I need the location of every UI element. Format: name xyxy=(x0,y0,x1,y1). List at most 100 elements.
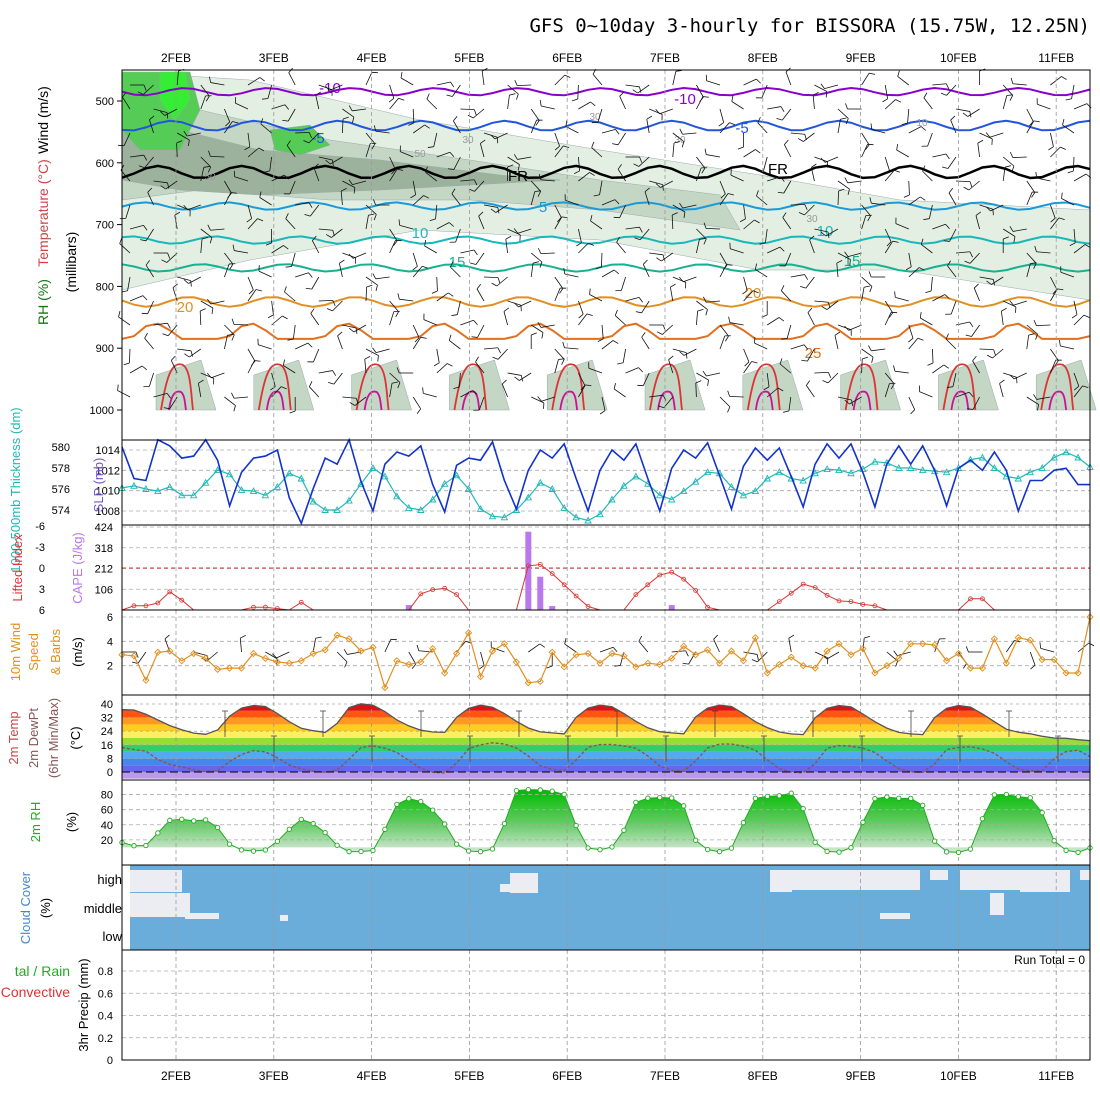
wind-barb-flag xyxy=(475,356,479,363)
rh-marker xyxy=(1027,795,1033,801)
wind-barb xyxy=(619,204,626,218)
wind-barb xyxy=(473,108,485,119)
wind-barb-flag xyxy=(867,215,871,222)
wind-barb xyxy=(766,372,770,387)
wind-barb-flag xyxy=(282,119,289,122)
wind-speed-marker xyxy=(237,664,246,672)
wind-barb-flag xyxy=(751,659,758,663)
wind-barb xyxy=(530,119,537,134)
temp-tick-label: 8 xyxy=(107,753,113,765)
wind-barb xyxy=(541,396,555,402)
wind-barb xyxy=(129,365,143,374)
wind-barb xyxy=(475,361,485,374)
wind-barb-flag xyxy=(388,98,395,103)
thickness-marker xyxy=(667,495,676,503)
wind-barb xyxy=(730,174,744,182)
wind-barb xyxy=(861,144,868,158)
wind-barb xyxy=(837,119,841,134)
wind-barb xyxy=(197,383,202,398)
wind-barb-flag xyxy=(682,662,689,665)
wind-barb-flag xyxy=(285,213,289,219)
lifted-index-marker xyxy=(418,591,424,597)
wind-barb-flag xyxy=(886,241,892,247)
wind-barb-flag xyxy=(531,332,537,336)
wind-speed-marker xyxy=(763,669,771,677)
wind-barb-flag xyxy=(834,331,841,336)
wind-barb-flag xyxy=(144,332,148,339)
slp-line xyxy=(121,437,1090,526)
wind-speed-marker xyxy=(321,646,329,654)
warm-contour xyxy=(746,363,781,411)
thickness-marker xyxy=(512,506,521,513)
lifted-index-marker xyxy=(776,599,782,604)
thickness-marker xyxy=(895,464,903,471)
wind-barb xyxy=(1002,167,1006,182)
wind-barb xyxy=(783,144,792,158)
wind-barb xyxy=(364,359,367,374)
wind-barb xyxy=(247,360,255,374)
wind-barb xyxy=(713,639,720,653)
wind-barb xyxy=(766,317,780,326)
wind-barb-flag xyxy=(172,283,178,288)
wind-speed-marker xyxy=(727,647,736,655)
wind-barb xyxy=(756,195,768,206)
wind-barb xyxy=(946,84,957,96)
wind-barb-flag xyxy=(565,120,568,127)
contour-label: 5 xyxy=(539,199,547,216)
wind-barb-flag xyxy=(844,251,849,257)
wind-barb-flag xyxy=(612,646,618,652)
precip-tick-label: 0.6 xyxy=(98,988,113,1000)
lifted-index-marker xyxy=(143,603,149,609)
wind-barb-flag xyxy=(965,646,969,653)
wind-barb xyxy=(494,132,508,140)
wind-barb-flag xyxy=(679,128,683,135)
wind-barb xyxy=(638,641,649,653)
rh-marker xyxy=(382,826,388,833)
wind-barb xyxy=(153,392,168,398)
wind-barb xyxy=(311,276,320,290)
wind-barb xyxy=(972,396,980,410)
wind-barb xyxy=(621,276,626,291)
rh-marker xyxy=(501,820,508,827)
wind-barb xyxy=(719,324,729,337)
wind-barb xyxy=(660,180,673,188)
rh-marker xyxy=(788,790,794,796)
wind-barb-flag xyxy=(284,286,287,293)
wind-barb-flag xyxy=(588,242,594,246)
wind-barb-flag xyxy=(612,340,619,344)
wind-barb-flag xyxy=(948,187,954,194)
wind-barb xyxy=(955,391,970,398)
wind-barb-flag xyxy=(332,370,337,376)
wind-barb-flag xyxy=(513,302,519,308)
rh-marker xyxy=(406,796,412,802)
wind-barb xyxy=(616,242,626,254)
wind-barb xyxy=(128,348,131,364)
wind-speed-marker xyxy=(835,640,843,648)
wind-barb xyxy=(176,71,179,86)
wind-barb-flag xyxy=(308,272,313,278)
wind-barb xyxy=(267,84,272,99)
wind-barb xyxy=(696,239,700,254)
wind-barb-flag xyxy=(920,196,926,201)
wind-barb xyxy=(210,155,225,158)
wind-barb xyxy=(837,190,840,206)
wind-barb xyxy=(478,396,485,411)
wind-barb-flag xyxy=(782,212,787,218)
wind-barb-flag xyxy=(905,266,912,271)
wind-barb-flag xyxy=(845,103,848,110)
wind-barb-flag xyxy=(920,126,926,131)
wind-barb-flag xyxy=(514,376,520,381)
wind-barb-flag xyxy=(890,383,895,390)
wind-barb-flag xyxy=(727,193,734,196)
wind-barb-flag xyxy=(231,392,235,399)
panel-frame xyxy=(121,949,1091,1061)
wind-barb xyxy=(530,191,536,206)
wind-barb xyxy=(895,296,909,302)
cloud-clear-patch xyxy=(880,913,910,919)
wind-barb xyxy=(617,132,626,146)
wind-barb-flag xyxy=(779,246,785,252)
rh-marker xyxy=(430,807,436,813)
wind-barb-flag xyxy=(947,260,951,267)
wind-barb xyxy=(991,276,1004,285)
wind-barb xyxy=(1050,146,1061,158)
